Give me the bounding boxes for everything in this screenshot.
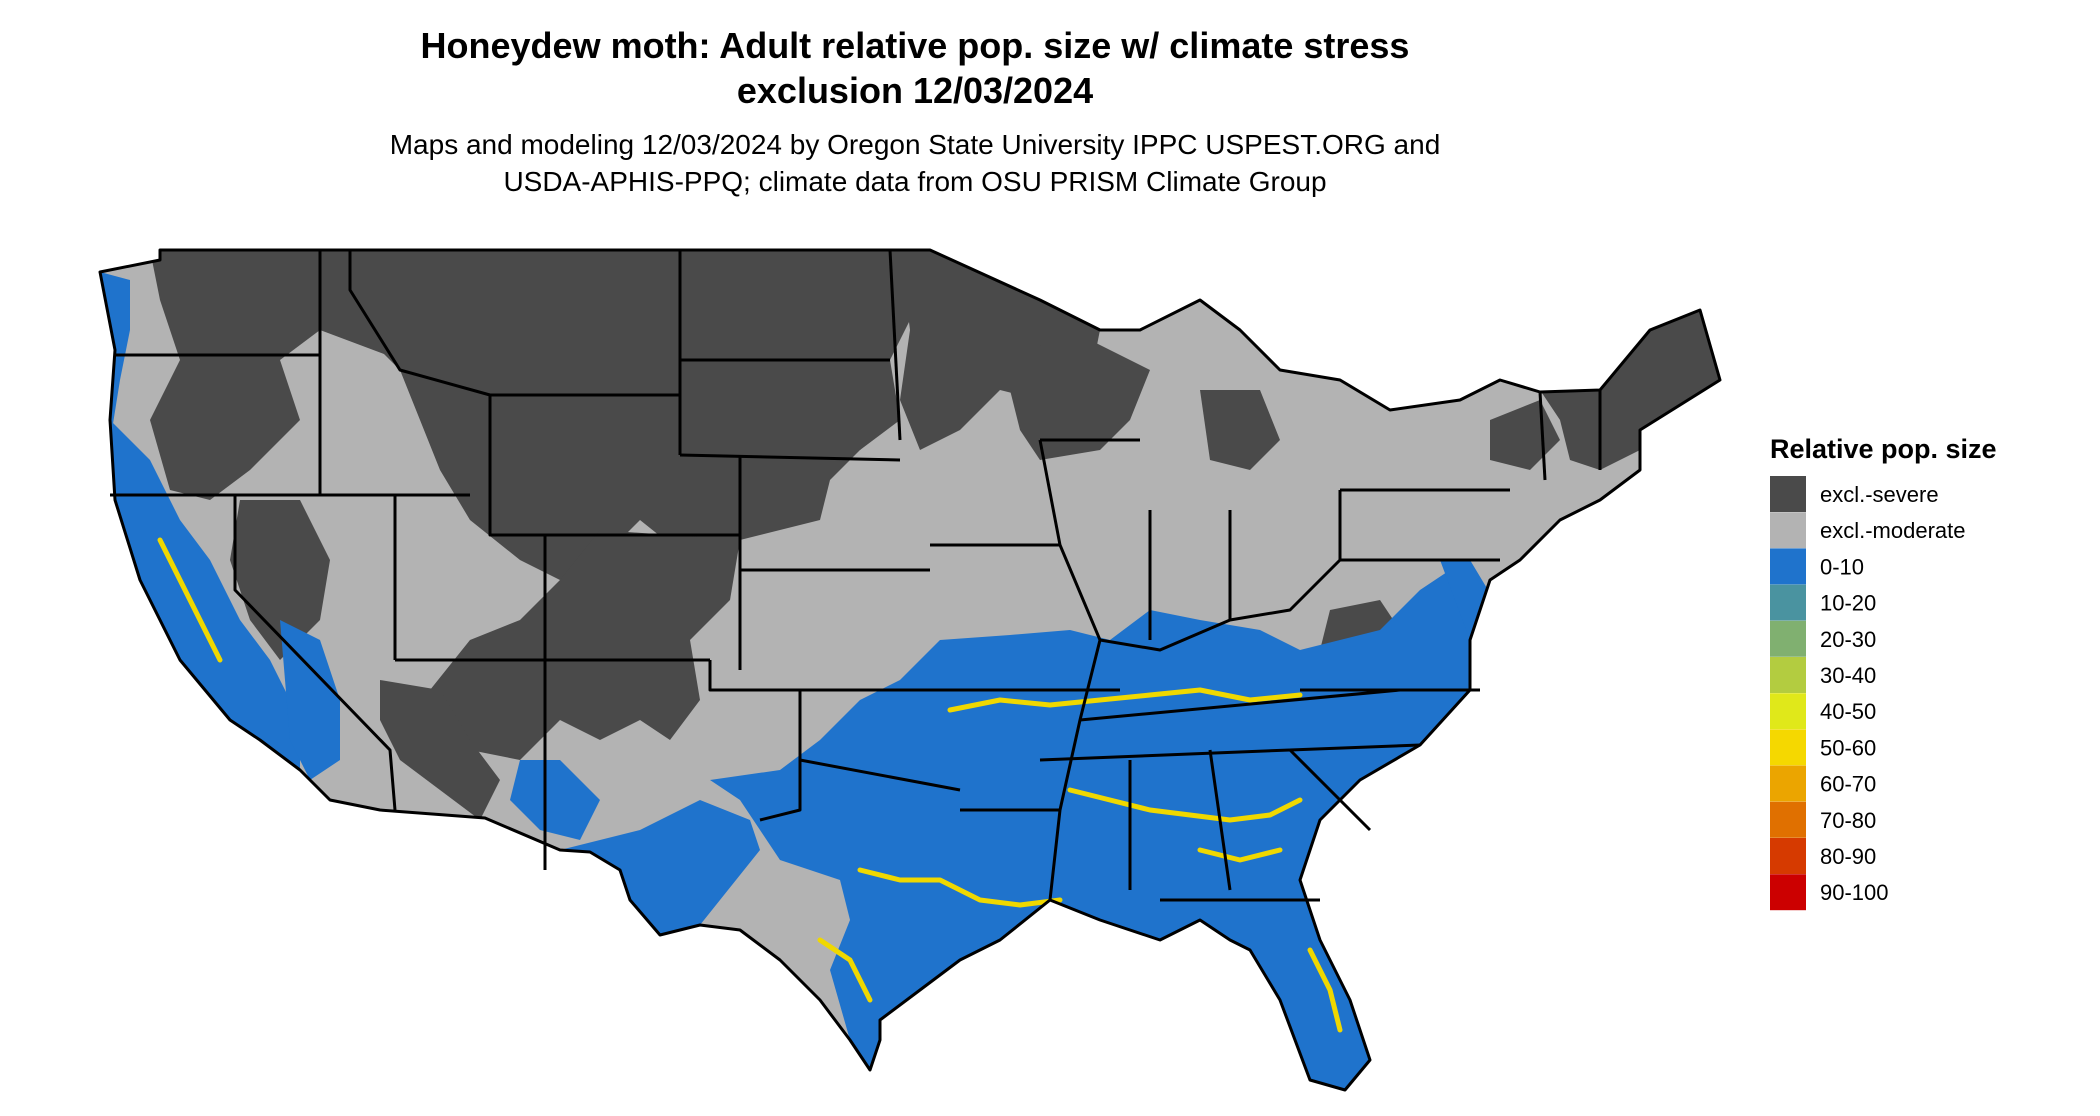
legend-label: 80-90 — [1820, 844, 1876, 869]
legend-swatch — [1770, 512, 1806, 549]
region-low-california — [110, 420, 300, 770]
legend-label: 20-30 — [1820, 627, 1876, 652]
border-nc-sc — [1289, 743, 1421, 752]
streak-gulf-coast — [1067, 787, 1303, 823]
legend: Relative pop. size excl.-severe excl.-mod… — [1770, 434, 1997, 911]
map-subtitle-line1: Maps and modeling 12/03/2024 by Oregon S… — [390, 129, 1441, 160]
region-severe-new-england — [1540, 310, 1720, 470]
high-streaks — [157, 537, 1343, 1033]
severe-regions — [150, 250, 1720, 820]
legend-label: 90-100 — [1820, 880, 1889, 905]
region-low-texas-west — [560, 800, 760, 935]
border-mt-south — [348, 250, 680, 397]
legend-swatch — [1770, 801, 1806, 838]
border-mississippi-river — [1038, 439, 1102, 901]
border-ga-sc — [1288, 748, 1372, 832]
border-ny-ne — [1538, 391, 1547, 481]
region-severe-arizona — [380, 680, 500, 820]
map-subtitle-line2: USDA-APHIS-PPQ; climate data from OSU PR… — [503, 166, 1326, 197]
legend-swatch — [1770, 729, 1806, 766]
legend-label: 30-40 — [1820, 663, 1876, 688]
streak-florida — [1307, 947, 1343, 1033]
legend-label: 40-50 — [1820, 699, 1876, 724]
legend-label: 10-20 — [1820, 591, 1876, 616]
legend-swatch — [1770, 657, 1806, 693]
streak-tennessee — [947, 687, 1303, 713]
region-severe-dakotas — [690, 250, 920, 460]
legend-swatch — [1770, 838, 1806, 874]
map-title-line1: Honeydew moth: Adult relative pop. size … — [421, 25, 1410, 66]
legend-label: 60-70 — [1820, 772, 1876, 797]
streak-georgia — [1197, 847, 1283, 863]
border-tn-south — [1039, 748, 1291, 762]
legend-label: 50-60 — [1820, 735, 1876, 760]
border-ky-tn — [1079, 688, 1401, 722]
legend-label: 0-10 — [1820, 554, 1864, 579]
border-sd-ne — [679, 453, 901, 462]
streak-california-valley — [157, 537, 223, 663]
region-low-southern-california — [280, 620, 340, 780]
streak-texas-central — [857, 867, 1063, 908]
us-outline — [98, 248, 1722, 1092]
legend-label: 70-80 — [1820, 808, 1876, 833]
border-wy-co — [488, 395, 740, 537]
border-ohio-river — [1099, 558, 1342, 652]
legend-swatch — [1770, 476, 1806, 512]
region-severe-colorado-plateau — [430, 530, 740, 760]
map-title-line2: exclusion 12/03/2024 — [737, 70, 1093, 111]
legend-swatch — [1770, 548, 1806, 585]
legend-swatch — [1770, 765, 1806, 802]
region-severe-michigan — [1200, 390, 1280, 470]
legend-swatch — [1770, 693, 1806, 730]
legend-label: excl.-moderate — [1820, 518, 1966, 543]
legend-label: excl.-severe — [1820, 482, 1939, 507]
legend-title: Relative pop. size — [1770, 434, 1997, 464]
legend-swatch — [1770, 620, 1806, 657]
region-low-new-mexico-south — [510, 760, 600, 840]
legend-swatch — [1770, 874, 1806, 911]
legend-swatch — [1770, 584, 1806, 621]
border-mn-west — [888, 249, 902, 441]
state-borders — [98, 248, 1722, 1092]
region-severe-great-basin — [230, 500, 330, 660]
region-severe-wisconsin — [1000, 340, 1150, 460]
border-al-ga — [1208, 749, 1232, 891]
streak-texas-south — [817, 937, 873, 1003]
border-ok-tx — [799, 758, 961, 792]
border-ca-nv — [233, 495, 397, 811]
